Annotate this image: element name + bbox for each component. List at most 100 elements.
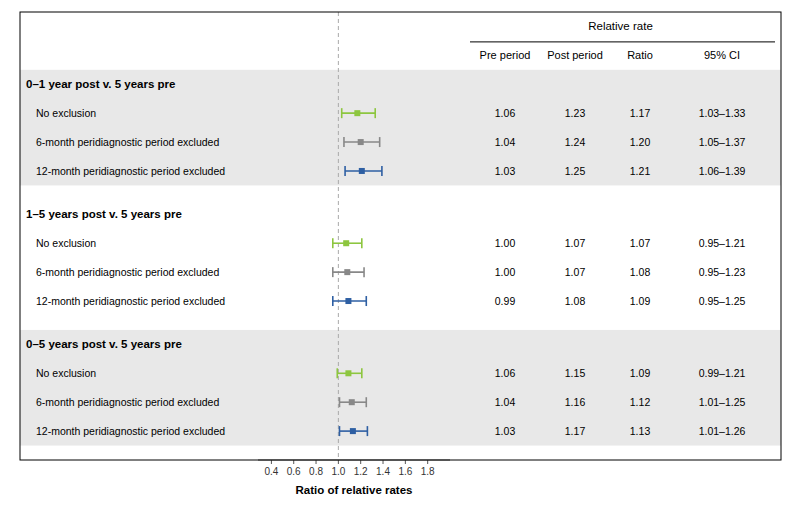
table-value: 1.05–1.37 [699, 136, 746, 148]
point-marker [344, 269, 350, 275]
column-header: Ratio [627, 49, 653, 61]
table-value: 1.21 [630, 165, 651, 177]
column-header: Pre period [480, 49, 531, 61]
forest-marks [333, 108, 382, 436]
table-value: 1.25 [565, 165, 586, 177]
table-value: 1.09 [630, 295, 651, 307]
ci-cap-low [339, 426, 341, 436]
chart: 0.40.60.81.01.21.41.61.8Ratio of relativ… [0, 0, 791, 512]
x-axis: 0.40.60.81.01.21.41.61.8 [258, 460, 450, 477]
x-tick-label: 1.0 [331, 466, 345, 477]
x-tick [360, 460, 361, 464]
table-value: 1.03 [495, 165, 516, 177]
group-title: 0–1 year post v. 5 years pre [26, 78, 175, 90]
table-value: 1.07 [630, 237, 651, 249]
row-label: 12-month peridiagnostic period excluded [36, 165, 225, 177]
forest-row [342, 108, 375, 118]
table-value: 1.03 [495, 425, 516, 437]
table-value: 1.20 [630, 136, 651, 148]
column-header: 95% CI [704, 49, 740, 61]
forest-row [333, 296, 366, 306]
x-tick-label: 1.4 [376, 466, 390, 477]
forest-row [333, 238, 362, 248]
table-value: 1.23 [565, 107, 586, 119]
point-marker [345, 298, 351, 304]
row-label: No exclusion [36, 107, 96, 119]
forest-row [339, 397, 366, 407]
table-value: 1.03–1.33 [699, 107, 746, 119]
group-bands [20, 70, 781, 446]
table-value: 0.95–1.21 [699, 237, 746, 249]
x-axis-label: Ratio of relative rates [296, 484, 413, 496]
ci-cap-low [332, 296, 334, 306]
x-tick [316, 460, 317, 464]
ci-cap-low [344, 166, 346, 176]
header-underline [470, 41, 775, 42]
table-value: 1.08 [630, 266, 651, 278]
row-label: No exclusion [36, 367, 96, 379]
group-band [20, 200, 781, 316]
x-tick [293, 460, 294, 464]
table-value: 1.09 [630, 367, 651, 379]
table-value: 1.15 [565, 367, 586, 379]
table-value: 1.00 [495, 237, 516, 249]
point-marker [359, 168, 365, 174]
row-label: No exclusion [36, 237, 96, 249]
ci-cap-high [381, 166, 383, 176]
row-label: 6-month peridiagnostic period excluded [36, 266, 219, 278]
ci-cap-high [374, 108, 376, 118]
table-value: 1.00 [495, 266, 516, 278]
table-value: 1.01–1.26 [699, 425, 746, 437]
group-title: 0–5 years post v. 5 years pre [26, 338, 182, 350]
x-tick [405, 460, 406, 464]
row-texts: 0–1 year post v. 5 years pre No exclusion… [26, 78, 746, 437]
table-value: 1.13 [630, 425, 651, 437]
table-value: 1.06 [495, 107, 516, 119]
table-value: 1.04 [495, 136, 516, 148]
row-label: 12-month peridiagnostic period excluded [36, 425, 225, 437]
forest-row [345, 166, 382, 176]
table-value: 1.24 [565, 136, 586, 148]
group-title: 1–5 years post v. 5 years pre [26, 208, 182, 220]
ci-cap-low [332, 238, 334, 248]
ci-cap-high [367, 426, 369, 436]
group-band [20, 330, 781, 446]
group-band [20, 70, 781, 186]
ci-cap-low [343, 137, 345, 147]
table-value: 1.17 [565, 425, 586, 437]
table-value: 1.17 [630, 107, 651, 119]
x-tick-label: 0.8 [309, 466, 323, 477]
table-value: 0.99 [495, 295, 516, 307]
forest-row [337, 368, 362, 378]
point-marker [350, 428, 356, 434]
point-marker [354, 110, 360, 116]
ci-cap-high [379, 137, 381, 147]
ci-cap-low [339, 397, 341, 407]
row-label: 6-month peridiagnostic period excluded [36, 396, 219, 408]
table-value: 1.06 [495, 367, 516, 379]
table-value: 0.99–1.21 [699, 367, 746, 379]
x-tick-label: 1.6 [398, 466, 412, 477]
point-marker [349, 399, 355, 405]
forest-row [339, 426, 367, 436]
table-value: 1.12 [630, 396, 651, 408]
x-tick-label: 1.2 [354, 466, 368, 477]
ci-cap-high [365, 296, 367, 306]
reference-line [338, 12, 339, 460]
table-value: 0.95–1.23 [699, 266, 746, 278]
table-value: 1.01–1.25 [699, 396, 746, 408]
x-tick [338, 460, 339, 464]
row-label: 6-month peridiagnostic period excluded [36, 136, 219, 148]
x-tick [271, 460, 272, 464]
table-value: 1.07 [565, 237, 586, 249]
forest-row [333, 267, 364, 277]
table-value: 1.06–1.39 [699, 165, 746, 177]
table-value: 0.95–1.25 [699, 295, 746, 307]
ci-cap-low [332, 267, 334, 277]
point-marker [343, 240, 349, 246]
ci-cap-high [361, 368, 363, 378]
column-header: Post period [547, 49, 603, 61]
point-marker [345, 370, 351, 376]
forest-row [344, 137, 380, 147]
ci-cap-low [336, 368, 338, 378]
